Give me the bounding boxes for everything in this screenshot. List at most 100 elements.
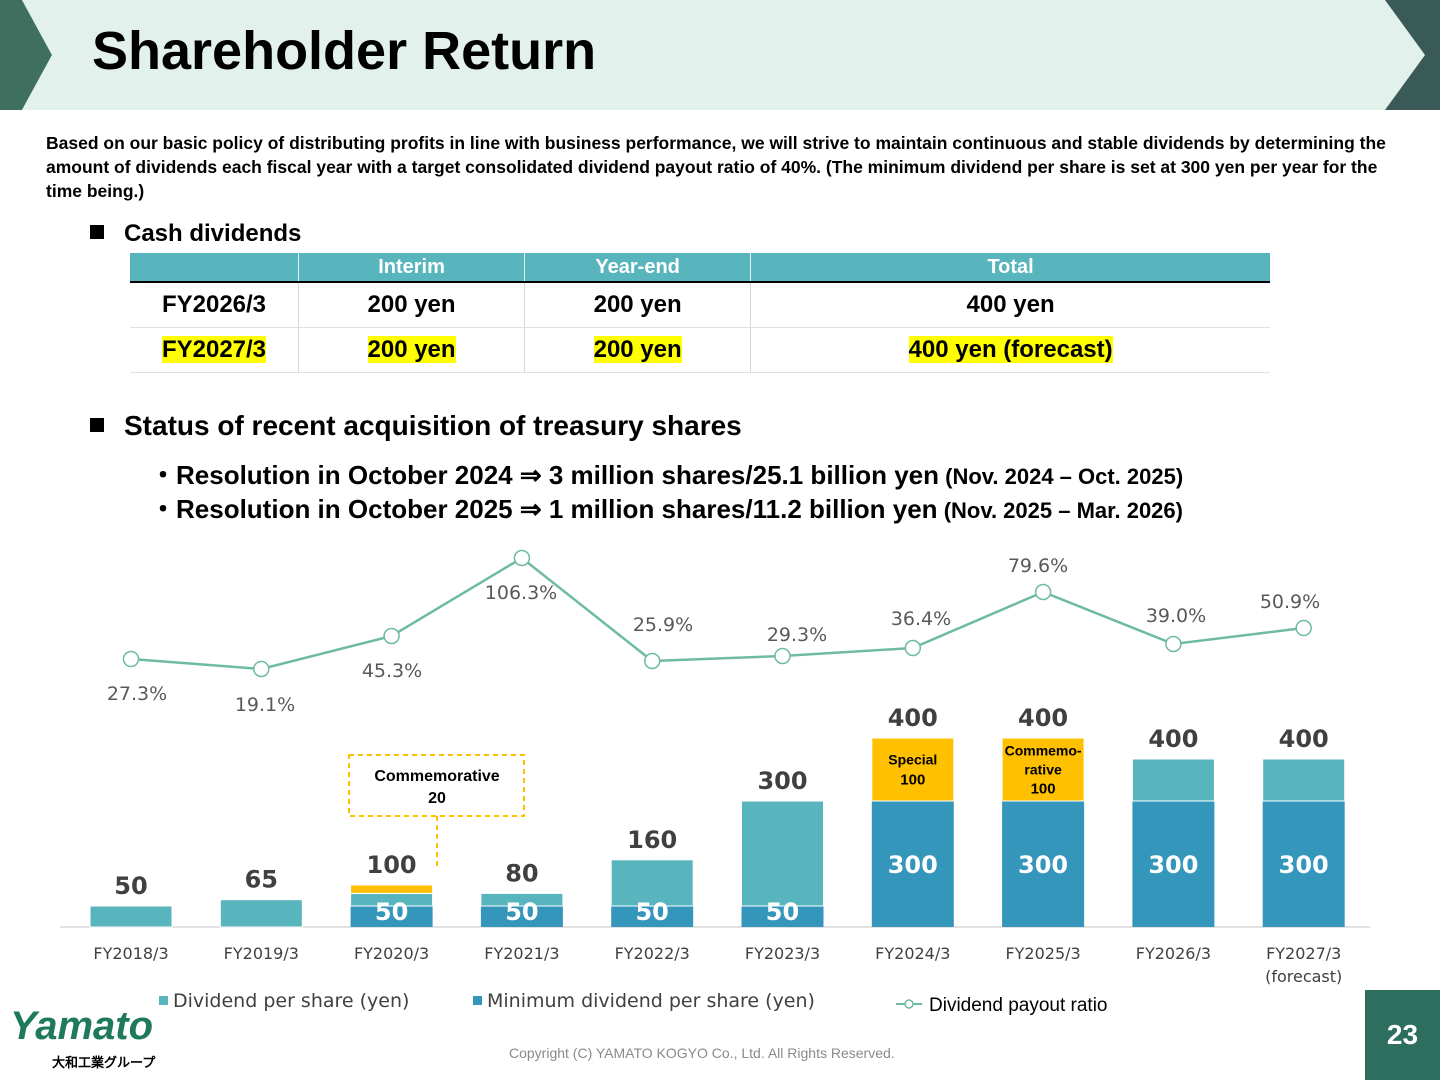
payout-ratio-point: [774, 647, 791, 665]
square-bullet-icon: [90, 224, 104, 239]
minimum-value-label: 50: [635, 898, 668, 926]
special-label: Special: [888, 752, 937, 768]
cell-text-highlighted: 400 yen (forecast): [908, 336, 1113, 363]
table-cell-total: 400 yen (forecast): [750, 327, 1270, 373]
payout-ratio-label: 50.9%: [1260, 591, 1320, 613]
total-value-label: 160: [627, 826, 677, 854]
table-header-cell: [130, 253, 299, 283]
logo-subtitle: 大和工業グループ: [52, 1055, 156, 1070]
bar-minimum: [350, 906, 433, 927]
treasury-heading-text: Status of recent acquisition of treasury…: [124, 410, 742, 441]
special-label: Commemo-: [1005, 743, 1082, 759]
payout-ratio-point: [1034, 583, 1052, 601]
table-row: FY2027/3 200 yen 200 yen 400 yen (foreca…: [130, 327, 1270, 373]
special-label: 100: [1031, 781, 1056, 798]
minimum-value-label: 300: [1279, 851, 1329, 879]
total-value-label: 50: [114, 872, 147, 900]
treasury-heading: Status of recent acquisition of treasury…: [90, 410, 742, 442]
payout-ratio-line: [130, 556, 1304, 671]
header-banner: Shareholder Return: [0, 0, 1440, 110]
table-row: FY2026/3 200 yen 200 yen 400 yen: [130, 282, 1270, 328]
payout-ratio-label: 39.0%: [1146, 605, 1206, 627]
x-tick-label: FY2024/3: [875, 944, 950, 963]
minimum-value-label: 300: [888, 851, 938, 879]
total-value-label: 100: [367, 851, 417, 879]
bar-dividend: [219, 899, 303, 928]
total-value-label: 400: [888, 704, 938, 732]
treasury-item-main: ・Resolution in October 2025 ⇒ 1 million …: [150, 494, 938, 524]
table-header-cell: Interim: [297, 253, 525, 283]
commemorative-callout-box: [348, 754, 525, 817]
total-value-label: 400: [1018, 704, 1068, 732]
cell-text: 400 yen: [966, 291, 1055, 318]
x-tick-label: FY2020/3: [354, 944, 429, 963]
payout-ratio-point: [904, 639, 922, 657]
minimum-value-label: 50: [766, 898, 799, 926]
table-cell-interim: 200 yen: [297, 327, 525, 373]
payout-ratio-label: 29.3%: [767, 624, 827, 646]
copyright-text: Copyright (C) YAMATO KOGYO Co., Ltd. All…: [509, 1045, 895, 1061]
cell-text: FY2026/3: [161, 291, 267, 318]
payout-ratio-point: [513, 549, 531, 567]
table-cell-year-end: 200 yen: [524, 282, 751, 328]
bar-dividend: [89, 905, 173, 928]
cash-dividends-table: Interim Year-end Total FY2026/3 200 yen …: [130, 253, 1270, 373]
payout-ratio-point: [1165, 635, 1182, 653]
x-tick-label: FY2022/3: [615, 944, 690, 963]
x-tick-label: FY2018/3: [93, 944, 168, 963]
bar-dividend: [1131, 758, 1215, 802]
bar-minimum: [1262, 801, 1345, 927]
bar-special: [871, 737, 955, 802]
logo-wordmark: Yamato: [10, 1005, 153, 1047]
payout-ratio-label: 106.3%: [485, 582, 557, 604]
legend-label-dividend: Dividend per share (yen): [173, 990, 409, 1012]
cell-text-highlighted: 200 yen: [367, 336, 456, 363]
table-cell-interim: 200 yen: [297, 282, 525, 328]
payout-ratio-point: [383, 627, 400, 645]
bar-dividend: [741, 800, 824, 907]
special-label: 100: [900, 772, 925, 789]
legend-label-ratio: Dividend payout ratio: [929, 995, 1108, 1016]
payout-ratio-point: [253, 660, 270, 678]
x-tick-label: FY2023/3: [745, 944, 820, 963]
bar-dividend: [1262, 758, 1346, 802]
bar-minimum: [1002, 801, 1085, 927]
cell-text-highlighted: 200 yen: [593, 336, 682, 363]
minimum-value-label: 50: [505, 898, 538, 926]
callout-text: Commemorative: [374, 768, 499, 785]
cell-text: 200 yen: [593, 291, 682, 318]
cell-text-highlighted: FY2027/3: [161, 336, 267, 363]
table-cell-year-end: 200 yen: [524, 327, 751, 373]
x-tick-label: FY2019/3: [224, 944, 299, 963]
treasury-item-period: (Nov. 2024 – Oct. 2025): [939, 464, 1184, 489]
table-header-cell: Year-end: [524, 253, 751, 283]
bar-minimum: [1132, 801, 1215, 927]
payout-ratio-label: 36.4%: [891, 608, 951, 630]
payout-ratio-point: [122, 650, 140, 668]
treasury-item-main: ・Resolution in October 2024 ⇒ 3 million …: [150, 460, 940, 490]
legend-label-minimum: Minimum dividend per share (yen): [487, 990, 815, 1012]
x-tick-label: FY2021/3: [484, 944, 559, 963]
logo-mark: Yamato: [10, 1004, 153, 1048]
total-value-label: 65: [245, 866, 278, 894]
treasury-list: ・Resolution in October 2024 ⇒ 3 million …: [150, 455, 1184, 524]
payout-ratio-label: 79.6%: [1008, 555, 1068, 577]
payout-ratio-label: 19.1%: [235, 694, 295, 716]
payout-ratio-point: [643, 652, 661, 670]
payout-ratio-point: [1295, 619, 1312, 637]
table-header-row: Interim Year-end Total: [130, 253, 1270, 283]
bar-dividend: [610, 859, 694, 907]
cell-text: 200 yen: [367, 291, 456, 318]
x-tick-sublabel: (forecast): [1265, 967, 1342, 986]
banner-shapes: [0, 0, 1440, 110]
bar-special: [350, 884, 434, 894]
treasury-item-period: (Nov. 2025 – Mar. 2026): [937, 498, 1183, 523]
table-cell-year: FY2026/3: [130, 282, 299, 328]
legend-marker-ratio: [904, 999, 914, 1009]
special-label: rative: [1024, 762, 1062, 778]
yamato-logo: Yamato: [10, 1004, 210, 1052]
minimum-value-label: 300: [1148, 851, 1198, 879]
page-number: 23: [1365, 990, 1440, 1080]
x-tick-label: FY2026/3: [1136, 944, 1211, 963]
bar-minimum: [480, 906, 563, 927]
